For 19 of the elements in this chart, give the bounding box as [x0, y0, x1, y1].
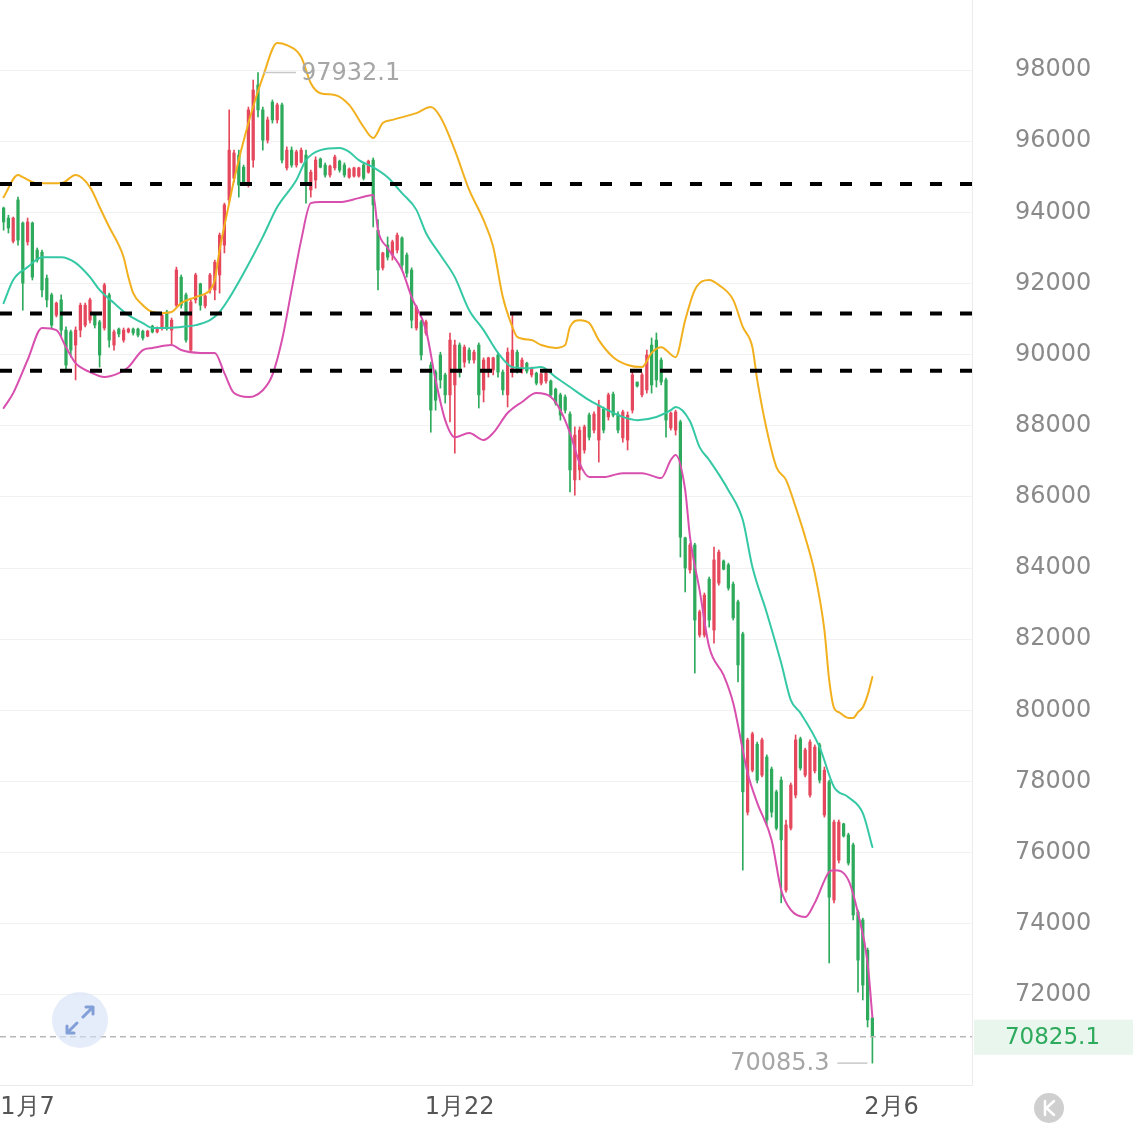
annotation: 70085.3 — [730, 1048, 830, 1077]
ref-line-label: 70825.1 — [1004, 1022, 1101, 1049]
y-tick-label: 78000 — [1015, 765, 1092, 794]
y-tick-label: 88000 — [1015, 410, 1092, 439]
y-tick-label: 72000 — [1015, 979, 1092, 1008]
y-tick-label: 76000 — [1015, 836, 1092, 865]
y-tick-label: 84000 — [1015, 552, 1092, 581]
y-tick-label: 74000 — [1015, 908, 1092, 937]
y-tick-label: 96000 — [1015, 125, 1092, 154]
y-tick-label: 90000 — [1015, 338, 1092, 367]
x-tick-label: 1月7 — [0, 1091, 55, 1120]
y-tick-label: 86000 — [1015, 481, 1092, 510]
y-tick-label: 94000 — [1015, 196, 1092, 225]
y-tick-label: 98000 — [1015, 54, 1092, 83]
x-tick-label: 2月6 — [864, 1091, 919, 1120]
y-tick-label: 80000 — [1015, 694, 1092, 723]
x-tick-label: 1月22 — [424, 1091, 495, 1120]
y-tick-label: 82000 — [1015, 623, 1092, 652]
y-tick-label: 92000 — [1015, 267, 1092, 296]
